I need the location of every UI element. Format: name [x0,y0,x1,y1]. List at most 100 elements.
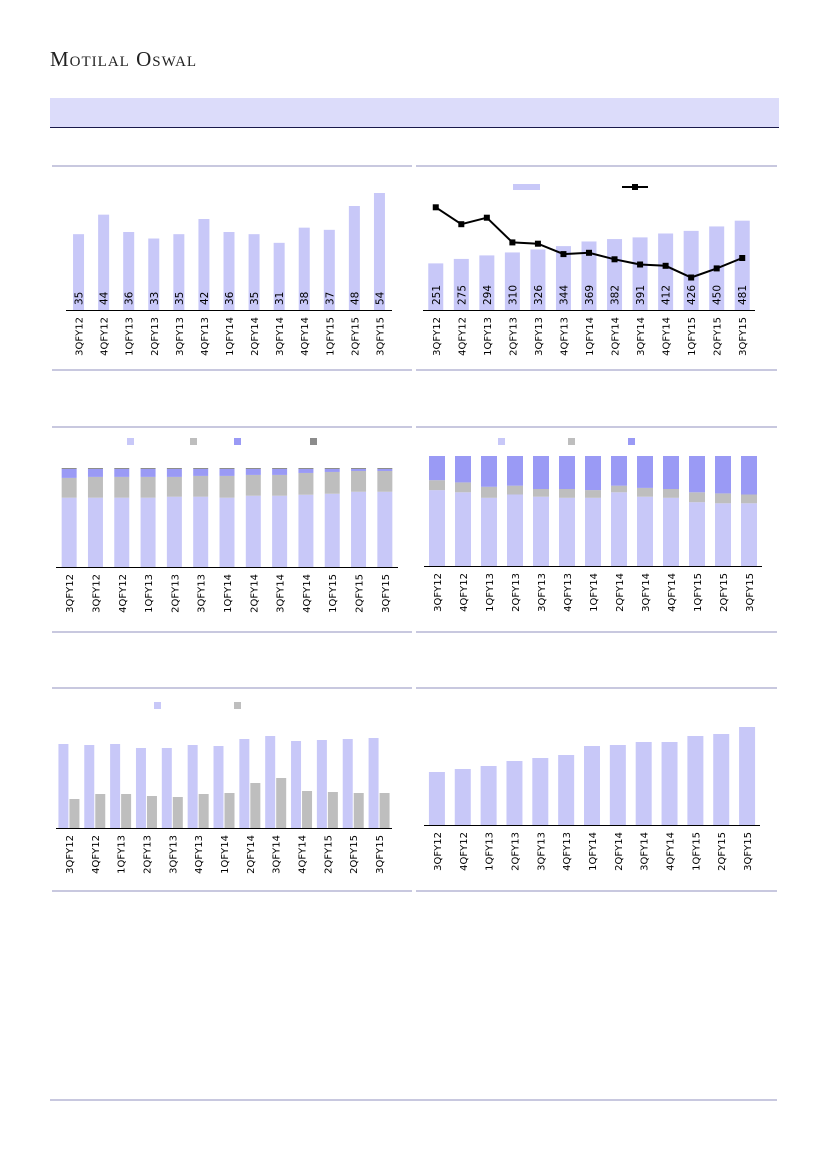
bar-segment [245,468,261,475]
x-tick-label: 4QFY12 [459,573,470,612]
bar-segment [114,468,130,477]
bar [428,263,444,310]
bar [95,794,106,828]
bar-segment [715,503,731,566]
x-tick-label: 3QFY15 [738,317,749,356]
bar-segment [166,468,182,469]
bar [98,214,110,310]
bar-segment [140,468,156,477]
bar-segment [61,497,77,567]
legend-swatch [513,184,540,190]
bar-segment [193,468,209,469]
bar [327,792,338,828]
bar-segment [663,497,679,566]
x-tick-label: 3QFY15 [375,835,386,874]
x-tick-label: 1QFY14 [588,832,599,871]
bar-segment [585,456,601,491]
bar-segment [245,495,261,567]
bar-segment [741,494,757,504]
bar-segment [585,497,601,566]
bar-segment [61,468,77,469]
x-tick-label: 1QFY14 [585,317,596,356]
bar [558,755,575,825]
bar-segment [559,489,575,498]
legend-swatch [190,438,197,445]
x-tick-label: 1QFY13 [485,573,496,612]
x-tick-label: 1QFY13 [144,574,155,613]
bar-segment [166,496,182,567]
bar-segment [741,456,757,495]
bar [454,769,471,825]
x-tick-label: 4QFY13 [563,573,574,612]
data-label: 275 [456,285,468,305]
line-marker [509,239,516,246]
bar [265,736,276,828]
bar [223,232,235,310]
line-marker [713,265,720,272]
x-tick-label: 1QFY13 [117,835,128,874]
x-tick-label: 3QFY12 [65,574,76,613]
bar-segment [377,491,393,567]
bar-segment [140,476,156,498]
bar-segment [324,468,340,472]
x-tick-label: 1QFY13 [483,317,494,356]
data-label: 35 [74,292,86,305]
bar-segment [351,491,367,567]
legend-swatch [628,438,635,445]
line-marker [688,274,695,281]
bar-segment [559,456,575,489]
bar-segment [429,456,445,481]
x-tick-label: 2QFY13 [511,573,522,612]
bar [373,193,385,310]
x-tick-label: 3QFY12 [433,573,444,612]
bar [213,746,224,828]
x-tick-label: 4QFY14 [300,317,311,356]
bar-segment [272,468,288,475]
x-tick-label: 3QFY14 [640,832,651,871]
x-tick-label: 1QFY13 [125,317,136,356]
bar [276,778,287,828]
bar-segment [298,472,314,495]
data-label: 38 [299,292,311,305]
bar-segment [663,456,679,489]
bar-segment [298,494,314,567]
bar [632,237,648,310]
x-tick-label: 3QFY13 [536,832,547,871]
x-tick-label: 1QFY14 [220,835,231,874]
bar-segment [351,468,367,469]
legend-swatch [234,702,241,709]
x-tick-label: 2QFY14 [614,832,625,871]
bar-segment [715,493,731,504]
x-tick-label: 2QFY15 [349,835,360,874]
data-label: 481 [737,285,749,305]
bar [121,794,132,828]
bar [609,745,626,825]
bar-segment [193,475,209,497]
line-marker [611,256,618,263]
legend-swatch [568,438,575,445]
x-tick-label: 4QFY13 [562,832,573,871]
x-tick-label: 2QFY15 [355,574,366,613]
x-tick-label: 1QFY15 [693,573,704,612]
x-tick-label: 3QFY14 [275,317,286,356]
legend-swatch [154,702,161,709]
bar-segment [585,490,601,498]
bar [73,234,85,310]
bar [661,742,678,825]
bar-segment [663,489,679,498]
bar-segment [272,474,288,496]
x-tick-label: 1QFY14 [225,317,236,356]
bar-segment [114,476,130,498]
bar-segment [114,468,130,469]
bar-segment [533,496,549,566]
bar [84,745,95,828]
x-tick-label: 3QFY13 [175,317,186,356]
data-label: 326 [533,285,545,305]
bar-segment [219,468,235,469]
bar-segment [324,468,340,469]
bar [687,736,704,825]
line-marker [662,262,669,269]
x-tick-label: 3QFY12 [433,832,444,871]
x-tick-label: 3QFY14 [641,573,652,612]
